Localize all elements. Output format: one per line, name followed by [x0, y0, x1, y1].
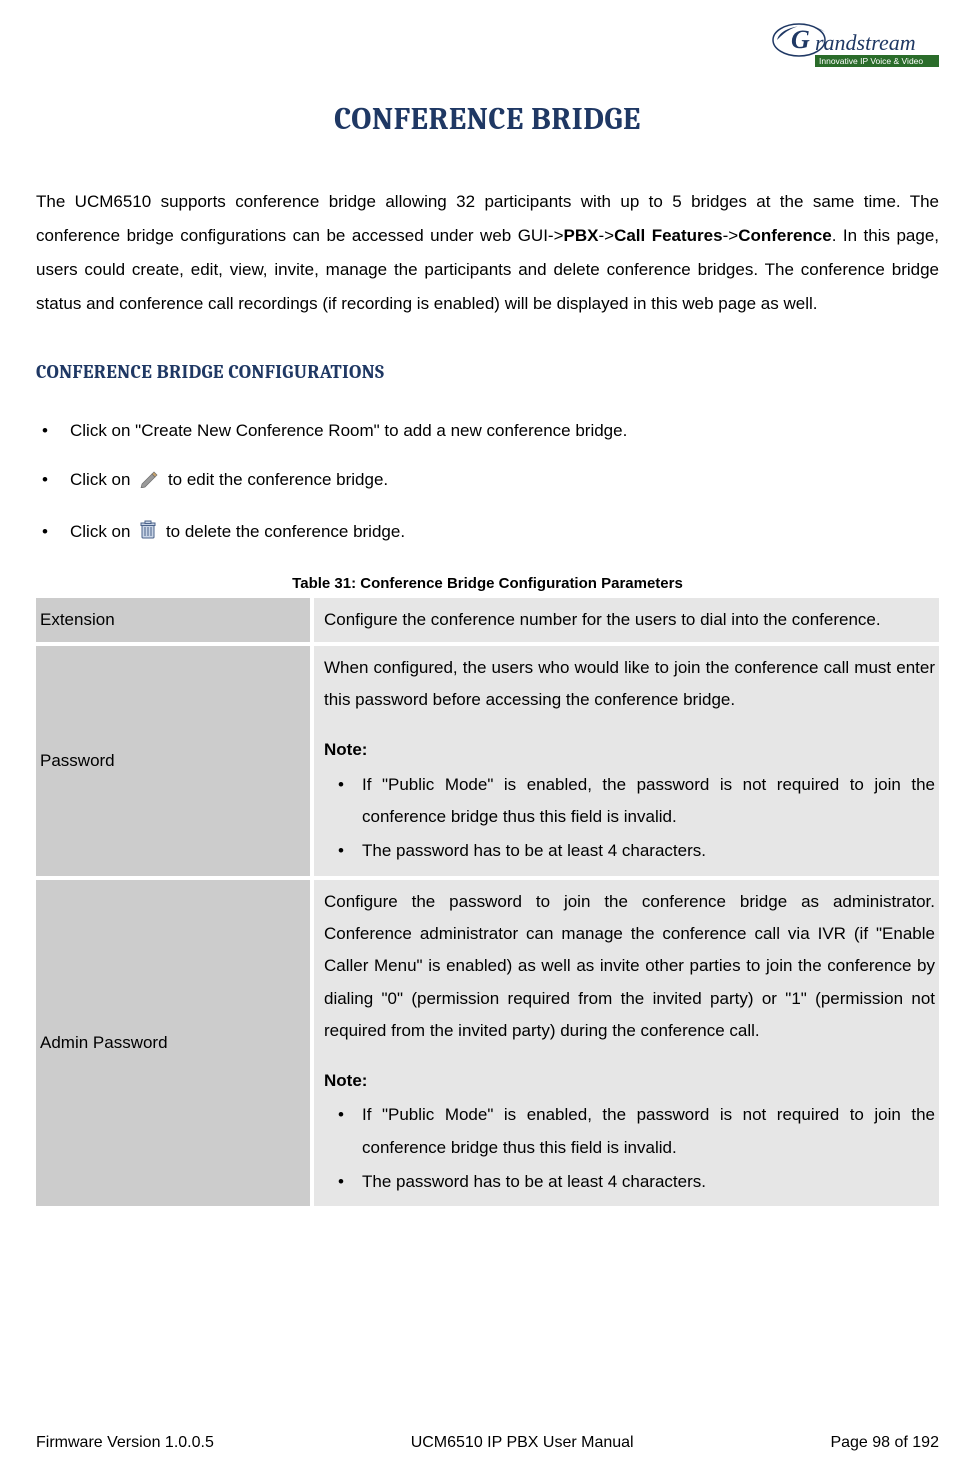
section-heading: CONFERENCE BRIDGE CONFIGURATIONS: [36, 361, 939, 383]
param-desc: Configure the conference number for the …: [324, 610, 881, 629]
note-list: If "Public Mode" is enabled, the passwor…: [324, 1099, 935, 1198]
trash-delete-icon: [139, 520, 157, 548]
bullet-text-post: to delete the conference bridge.: [166, 522, 405, 541]
param-value: Configure the password to join the confe…: [312, 878, 939, 1209]
brand-logo: G randstream Innovative IP Voice & Video: [36, 18, 939, 77]
parameters-table: Extension Configure the conference numbe…: [36, 598, 939, 1211]
bullet-text-pre: Click on: [70, 470, 130, 489]
list-item: If "Public Mode" is enabled, the passwor…: [324, 769, 935, 834]
note-list: If "Public Mode" is enabled, the passwor…: [324, 769, 935, 868]
svg-text:G: G: [791, 25, 810, 54]
bullet-text-pre: Click on: [70, 522, 130, 541]
table-row: Password When configured, the users who …: [36, 644, 939, 878]
page-title: CONFERENCE BRIDGE: [36, 101, 939, 137]
footer-left: Firmware Version 1.0.0.5: [36, 1434, 214, 1452]
list-item: Click on to delete the conference bridge…: [36, 518, 939, 548]
table-row: Admin Password Configure the password to…: [36, 878, 939, 1209]
list-item: Click on "Create New Conference Room" to…: [36, 417, 939, 444]
config-bullet-list: Click on "Create New Conference Room" to…: [36, 417, 939, 549]
intro-paragraph: The UCM6510 supports conference bridge a…: [36, 185, 939, 321]
param-value: When configured, the users who would lik…: [312, 644, 939, 878]
page-footer: Firmware Version 1.0.0.5 UCM6510 IP PBX …: [36, 1434, 939, 1452]
table-caption: Table 31: Conference Bridge Configuratio…: [36, 575, 939, 592]
pencil-edit-icon: [139, 469, 159, 496]
svg-text:randstream: randstream: [815, 30, 916, 55]
list-item: Click on to edit the conference bridge.: [36, 466, 939, 496]
list-item: The password has to be at least 4 charac…: [324, 835, 935, 867]
brand-tagline: Innovative IP Voice & Video: [819, 56, 923, 66]
param-key: Admin Password: [36, 878, 312, 1209]
list-item: The password has to be at least 4 charac…: [324, 1166, 935, 1198]
param-desc: Configure the password to join the confe…: [324, 892, 935, 1040]
bullet-text: Click on "Create New Conference Room" to…: [70, 421, 627, 440]
table-row: Extension Configure the conference numbe…: [36, 598, 939, 644]
bullet-text-post: to edit the conference bridge.: [168, 470, 388, 489]
footer-right: Page 98 of 192: [830, 1434, 939, 1452]
param-key: Extension: [36, 598, 312, 644]
list-item: If "Public Mode" is enabled, the passwor…: [324, 1099, 935, 1164]
param-value: Configure the conference number for the …: [312, 598, 939, 644]
param-key: Password: [36, 644, 312, 878]
param-desc: When configured, the users who would lik…: [324, 658, 935, 709]
note-label: Note:: [324, 1065, 935, 1097]
footer-center: UCM6510 IP PBX User Manual: [411, 1434, 634, 1452]
note-label: Note:: [324, 734, 935, 766]
